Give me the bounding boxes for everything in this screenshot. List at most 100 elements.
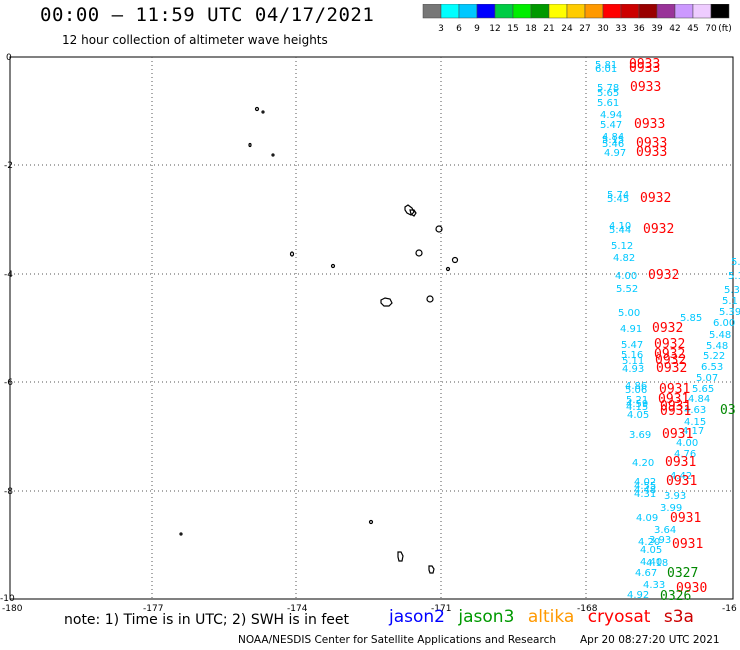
swh-value-label: 4.48 [634,485,656,496]
scale-label: 15 [507,24,518,34]
swh-value-label: 4.00 [676,438,698,449]
y-tick-label: -8 [4,487,13,497]
swh-value-label: 5.61 [597,98,619,109]
swh-value-label: 4.15 [684,417,706,428]
scale-label: 36 [633,24,645,34]
swh-value-label: 3.99 [660,503,682,514]
cryosat-pass-time: 0931 [666,474,697,489]
y-tick-label: -2 [4,161,13,171]
cryosat-pass-time: 0933 [629,57,660,72]
cryosat-pass-time: 0932 [655,353,686,368]
swh-value-label: 5.3 [724,285,740,296]
island [261,110,265,114]
swh-value-label: 5.07 [696,373,718,384]
island [404,204,415,216]
island [248,142,252,148]
scale-swatch [584,4,604,19]
island [426,295,434,303]
island [451,256,459,264]
cryosat-pass-time: 0933 [636,145,667,160]
swh-value-label: 5.52 [616,284,638,295]
page-title: 00:00 – 11:59 UTC 04/17/2021 [40,4,375,26]
swh-value-label: 5.44 [609,225,631,236]
scale-swatch [494,4,514,19]
scale-swatch [512,4,532,19]
scale-swatch [566,4,586,19]
swh-value-label: 5.1 [728,271,740,282]
swh-value-label: 5.1 [722,296,738,307]
scale-label: 18 [525,24,537,34]
swh-value-label: 5.22 [703,351,725,362]
scale-label: 12 [489,24,500,34]
cryosat-pass-time: 0931 [665,455,696,470]
cryosat-pass-time: 0933 [630,80,661,95]
swh-value-label: 4.18 [646,558,668,569]
scale-label: 39 [651,24,663,34]
scale-swatch [674,4,694,19]
swh-value-label: 4.86 [625,381,647,392]
x-tick-label: -171 [431,604,451,614]
swh-value-label: 5.81 [595,60,617,71]
graticule [10,57,733,599]
swh-value-label: 4.20 [632,458,654,469]
swh-value-label: 4.59 [626,399,648,410]
scale-swatch [548,4,568,19]
swh-value-label: 6.00 [713,318,735,329]
swh-value-label: 5.47 [600,120,622,131]
scale-unit: (ft) [718,24,732,34]
cryosat-pass-time: 0933 [629,61,660,76]
swh-value-label: 5.48 [709,330,731,341]
plot-frame [9,56,734,600]
scale-label: 30 [597,24,609,34]
scale-label: 45 [687,24,698,34]
y-tick-label: -4 [4,270,13,280]
swh-value-label: 4.76 [674,449,696,460]
island [397,551,404,562]
swh-value-label: 4.31 [634,489,656,500]
island [415,249,423,257]
scale-label: 42 [669,24,680,34]
scale-swatch [656,4,676,19]
swh-value-label: 4.67 [635,568,657,579]
swh-value-label: 4.10 [609,221,631,232]
swh-value-label: 4.05 [627,410,649,421]
swh-value-label: 3.69 [629,430,651,441]
satellite-cryosat: cryosat [587,607,651,627]
swh-value-label: 5.46 [602,139,624,150]
cryosat-pass-time: 0933 [636,136,667,151]
swh-value-label: 5.65 [692,384,714,395]
island [368,519,374,525]
swh-value-label: 4.55 [634,481,656,492]
satellite-legend: jason2 jason3 altika cryosat s3a [389,607,702,627]
island [409,209,417,217]
swh-value-label: 5.85 [680,313,702,324]
swh-value-label: 5.15 [602,135,624,146]
swh-value-label: 4.40 [640,557,662,568]
x-tick-label: -174 [287,604,308,614]
jason3-pass-time: 0326 [660,589,691,604]
scale-label: 3 [438,24,444,34]
scale-swatch [620,4,640,19]
swh-value-label: 5.45 [607,194,629,205]
swh-value-label: 4.94 [600,110,622,121]
swh-value-label: 5.39 [719,307,740,318]
swh-value-label: 4.05 [640,545,662,556]
swh-value-label: 5.5 [731,257,740,268]
cryosat-pass-time: 0931 [670,511,701,526]
swh-value-label: 4.00 [615,271,637,282]
x-tick-label: -177 [143,604,163,614]
swh-value-label: 4.63 [684,405,706,416]
swh-value-label: 3.64 [654,525,676,536]
swh-value-label: 4.84 [602,132,624,143]
scale-swatch [638,4,658,19]
footer-note: note: 1) Time is in UTC; 2) SWH is in fe… [64,612,350,628]
generated-timestamp: Apr 20 08:27:20 UTC 2021 [580,634,720,646]
jason3-pass-layer: 0327 0326 03 [660,403,736,604]
jason3-pass-time: 03 [720,403,736,418]
y-tick-label: 0 [6,53,12,63]
cryosat-pass-time: 0931 [660,399,691,414]
scale-label: 70 [705,24,717,34]
color-scale-legend: 3 6 9 12 15 18 21 24 27 30 33 36 39 42 45 70 (ft) [422,4,732,34]
x-tick-label: -16 [722,604,737,614]
